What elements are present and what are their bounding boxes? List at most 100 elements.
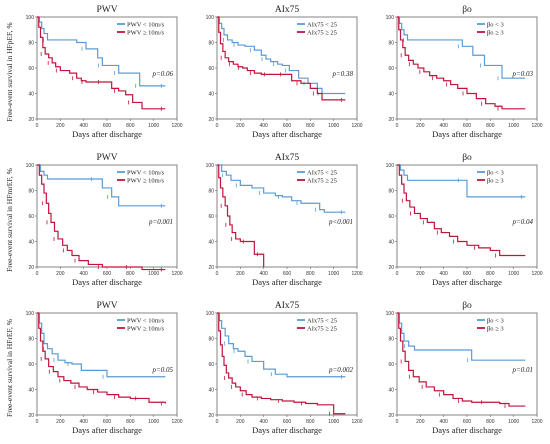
- x-axis-label: Days after discharge: [432, 425, 502, 435]
- panel-title: AIx75: [275, 5, 300, 15]
- row-y-label-3: Free-event survival in HFrEF, %: [5, 319, 14, 417]
- panel-title: AIx75: [275, 301, 300, 311]
- legend-label: PWV ≥ 10m/s: [127, 326, 165, 333]
- legend-label: AIx75 ≥ 25: [307, 30, 337, 37]
- y-tick-label: 80: [208, 40, 214, 46]
- x-tick-label: 0: [36, 271, 39, 277]
- x-tick-label: 1200: [531, 271, 542, 277]
- legend-label: βo < 3: [487, 170, 504, 177]
- y-tick-label: 80: [388, 336, 394, 342]
- legend-label: βo ≥ 3: [487, 326, 504, 333]
- panel-title: βo: [462, 153, 472, 163]
- x-tick-label: 800: [306, 419, 315, 425]
- y-tick-label: 20: [28, 265, 34, 271]
- x-tick-label: 400: [259, 419, 268, 425]
- row-y-label-2: Free-event survival in HFmrEF, %: [5, 168, 14, 272]
- y-tick-label: 100: [386, 15, 395, 21]
- y-tick-label: 60: [388, 362, 394, 368]
- x-axis-label: Days after discharge: [252, 129, 322, 139]
- x-tick-label: 0: [216, 271, 219, 277]
- y-tick-label: 60: [208, 66, 214, 72]
- y-tick-label: 20: [208, 265, 214, 271]
- x-tick-label: 600: [103, 419, 112, 425]
- y-tick-label: 60: [388, 66, 394, 72]
- y-tick-label: 20: [388, 265, 394, 271]
- x-tick-label: 1000: [508, 271, 519, 277]
- x-tick-label: 1200: [351, 419, 362, 425]
- legend-label: AIx75 ≥ 25: [307, 178, 337, 185]
- x-tick-label: 1000: [508, 123, 519, 129]
- x-tick-label: 400: [259, 123, 268, 129]
- y-tick-label: 80: [388, 188, 394, 194]
- x-tick-label: 1000: [508, 419, 519, 425]
- y-tick-label: 20: [28, 413, 34, 419]
- x-tick-label: 0: [36, 123, 39, 129]
- x-tick-label: 400: [439, 123, 448, 129]
- x-tick-label: 0: [216, 123, 219, 129]
- survival-curve-2: [217, 16, 346, 101]
- x-tick-label: 200: [56, 123, 65, 129]
- y-tick-label: 40: [208, 91, 214, 97]
- y-tick-label: 40: [388, 239, 394, 245]
- x-tick-label: 200: [416, 271, 425, 277]
- x-tick-label: 0: [216, 419, 219, 425]
- y-tick-label: 20: [208, 117, 214, 123]
- survival-curve-2: [397, 312, 526, 407]
- x-tick-label: 200: [416, 419, 425, 425]
- y-tick-label: 20: [28, 117, 34, 123]
- x-tick-label: 1000: [148, 419, 159, 425]
- x-tick-label: 600: [283, 123, 292, 129]
- y-tick-label: 80: [28, 336, 34, 342]
- y-tick-label: 40: [208, 387, 214, 393]
- x-tick-label: 400: [79, 271, 88, 277]
- x-axis-label: Days after discharge: [72, 277, 142, 287]
- survival-curve-2: [37, 16, 166, 110]
- x-tick-label: 800: [126, 271, 135, 277]
- panel-title: PWV: [96, 153, 117, 163]
- legend-label: AIx75 < 25: [307, 22, 337, 29]
- x-tick-label: 0: [396, 419, 399, 425]
- p-value: p=0.05: [152, 366, 174, 374]
- x-tick-label: 200: [56, 419, 65, 425]
- x-tick-label: 200: [56, 271, 65, 277]
- x-tick-label: 400: [439, 271, 448, 277]
- legend-label: PWV ≥ 10m/s: [127, 178, 165, 185]
- p-value: p=0.002: [328, 366, 353, 374]
- survival-curve-2: [37, 312, 166, 404]
- x-tick-label: 800: [486, 123, 495, 129]
- x-tick-label: 600: [103, 271, 112, 277]
- x-tick-label: 1000: [148, 271, 159, 277]
- x-tick-label: 1000: [328, 123, 339, 129]
- y-tick-label: 100: [26, 311, 35, 317]
- y-tick-label: 60: [28, 66, 34, 72]
- x-tick-label: 1200: [351, 123, 362, 129]
- legend-label: AIx75 < 25: [307, 170, 337, 177]
- survival-curve-1: [37, 16, 166, 87]
- x-tick-label: 800: [306, 271, 315, 277]
- plot-frame: [396, 312, 538, 416]
- x-tick-label: 800: [126, 123, 135, 129]
- panel-title: βo: [462, 5, 472, 15]
- y-tick-label: 100: [206, 15, 215, 21]
- x-tick-label: 1200: [171, 419, 182, 425]
- y-tick-label: 40: [388, 387, 394, 393]
- x-tick-label: 800: [306, 123, 315, 129]
- x-tick-label: 0: [396, 123, 399, 129]
- x-tick-label: 600: [283, 419, 292, 425]
- survival-curve-1: [397, 164, 526, 198]
- y-tick-label: 80: [28, 188, 34, 194]
- legend-label: PWV ≥ 10m/s: [127, 30, 165, 37]
- x-tick-label: 1200: [171, 271, 182, 277]
- y-tick-label: 80: [388, 40, 394, 46]
- panel-title: PWV: [96, 301, 117, 311]
- x-axis-label: Days after discharge: [252, 425, 322, 435]
- x-tick-label: 800: [486, 271, 495, 277]
- x-tick-label: 0: [36, 419, 39, 425]
- y-tick-label: 100: [386, 163, 395, 169]
- legend-label: PWV < 10m/s: [127, 170, 165, 177]
- x-tick-label: 1000: [328, 271, 339, 277]
